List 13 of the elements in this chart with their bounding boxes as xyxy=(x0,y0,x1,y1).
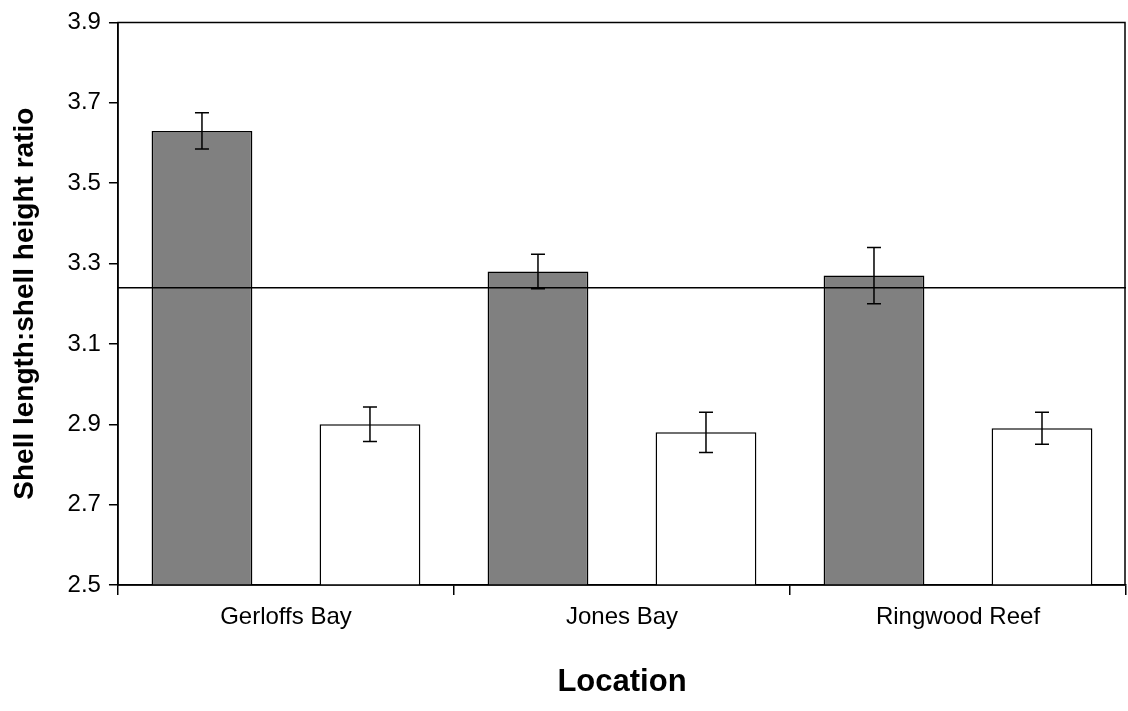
x-tick-label: Gerloffs Bay xyxy=(220,602,352,630)
y-tick-label: 2.9 xyxy=(67,408,101,436)
x-axis-title: Location xyxy=(557,662,687,698)
x-tick-label: Ringwood Reef xyxy=(875,602,1041,630)
y-tick-label: 3.7 xyxy=(67,87,101,115)
y-tick-label: 3.3 xyxy=(67,248,101,276)
y-tick-label: 3.1 xyxy=(67,328,101,356)
x-tick-label: Jones Bay xyxy=(565,602,679,630)
y-tick-label: 3.5 xyxy=(67,167,101,195)
y-tick-label: 2.7 xyxy=(67,489,101,517)
y-tick-label: 3.9 xyxy=(67,7,101,35)
y-tick-label: 2.5 xyxy=(67,569,101,597)
y-axis-title: Shell length:shell height ratio xyxy=(7,107,39,500)
